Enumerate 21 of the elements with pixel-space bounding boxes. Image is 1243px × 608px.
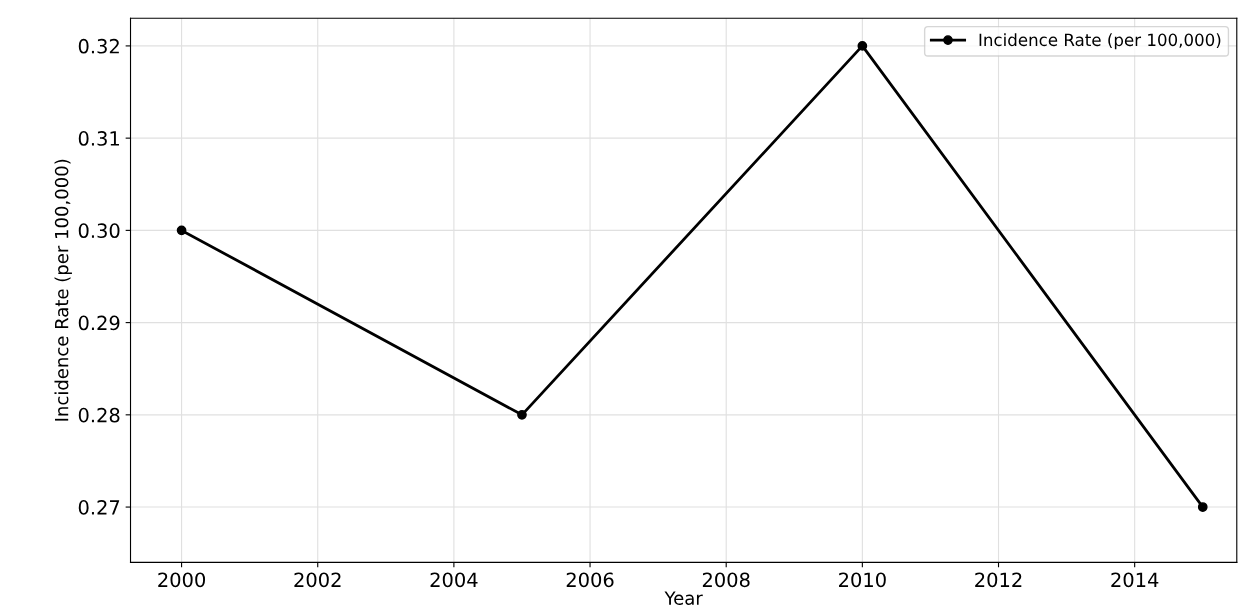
x-tick-label: 2002 <box>294 572 341 588</box>
x-tick-label: 2012 <box>975 572 1022 588</box>
legend-label: Incidence Rate (per 100,000) <box>979 33 1221 50</box>
x-tick-label: 2008 <box>702 572 750 588</box>
x-axis-title: Year <box>664 591 703 605</box>
x-tick-label: 2000 <box>158 572 206 588</box>
y-tick-label: 0.32 <box>78 38 119 54</box>
y-tick-label: 0.27 <box>78 500 120 515</box>
x-tick-label: 2010 <box>839 572 886 588</box>
point <box>857 41 868 51</box>
x-tick-label: 2004 <box>430 572 478 588</box>
y-axis-title: Incidence Rate (per 100,000) <box>54 159 72 421</box>
point <box>1197 502 1208 512</box>
x-tick-label: 2014 <box>1111 572 1159 588</box>
point <box>517 409 527 420</box>
y-tick-label: 0.31 <box>78 131 119 146</box>
y-tick-label: 0.28 <box>78 407 120 423</box>
x-tick-label: 2006 <box>566 572 614 588</box>
y-tick-label: 0.29 <box>78 315 120 331</box>
point <box>176 225 187 236</box>
y-tick-label: 0.30 <box>78 223 120 239</box>
